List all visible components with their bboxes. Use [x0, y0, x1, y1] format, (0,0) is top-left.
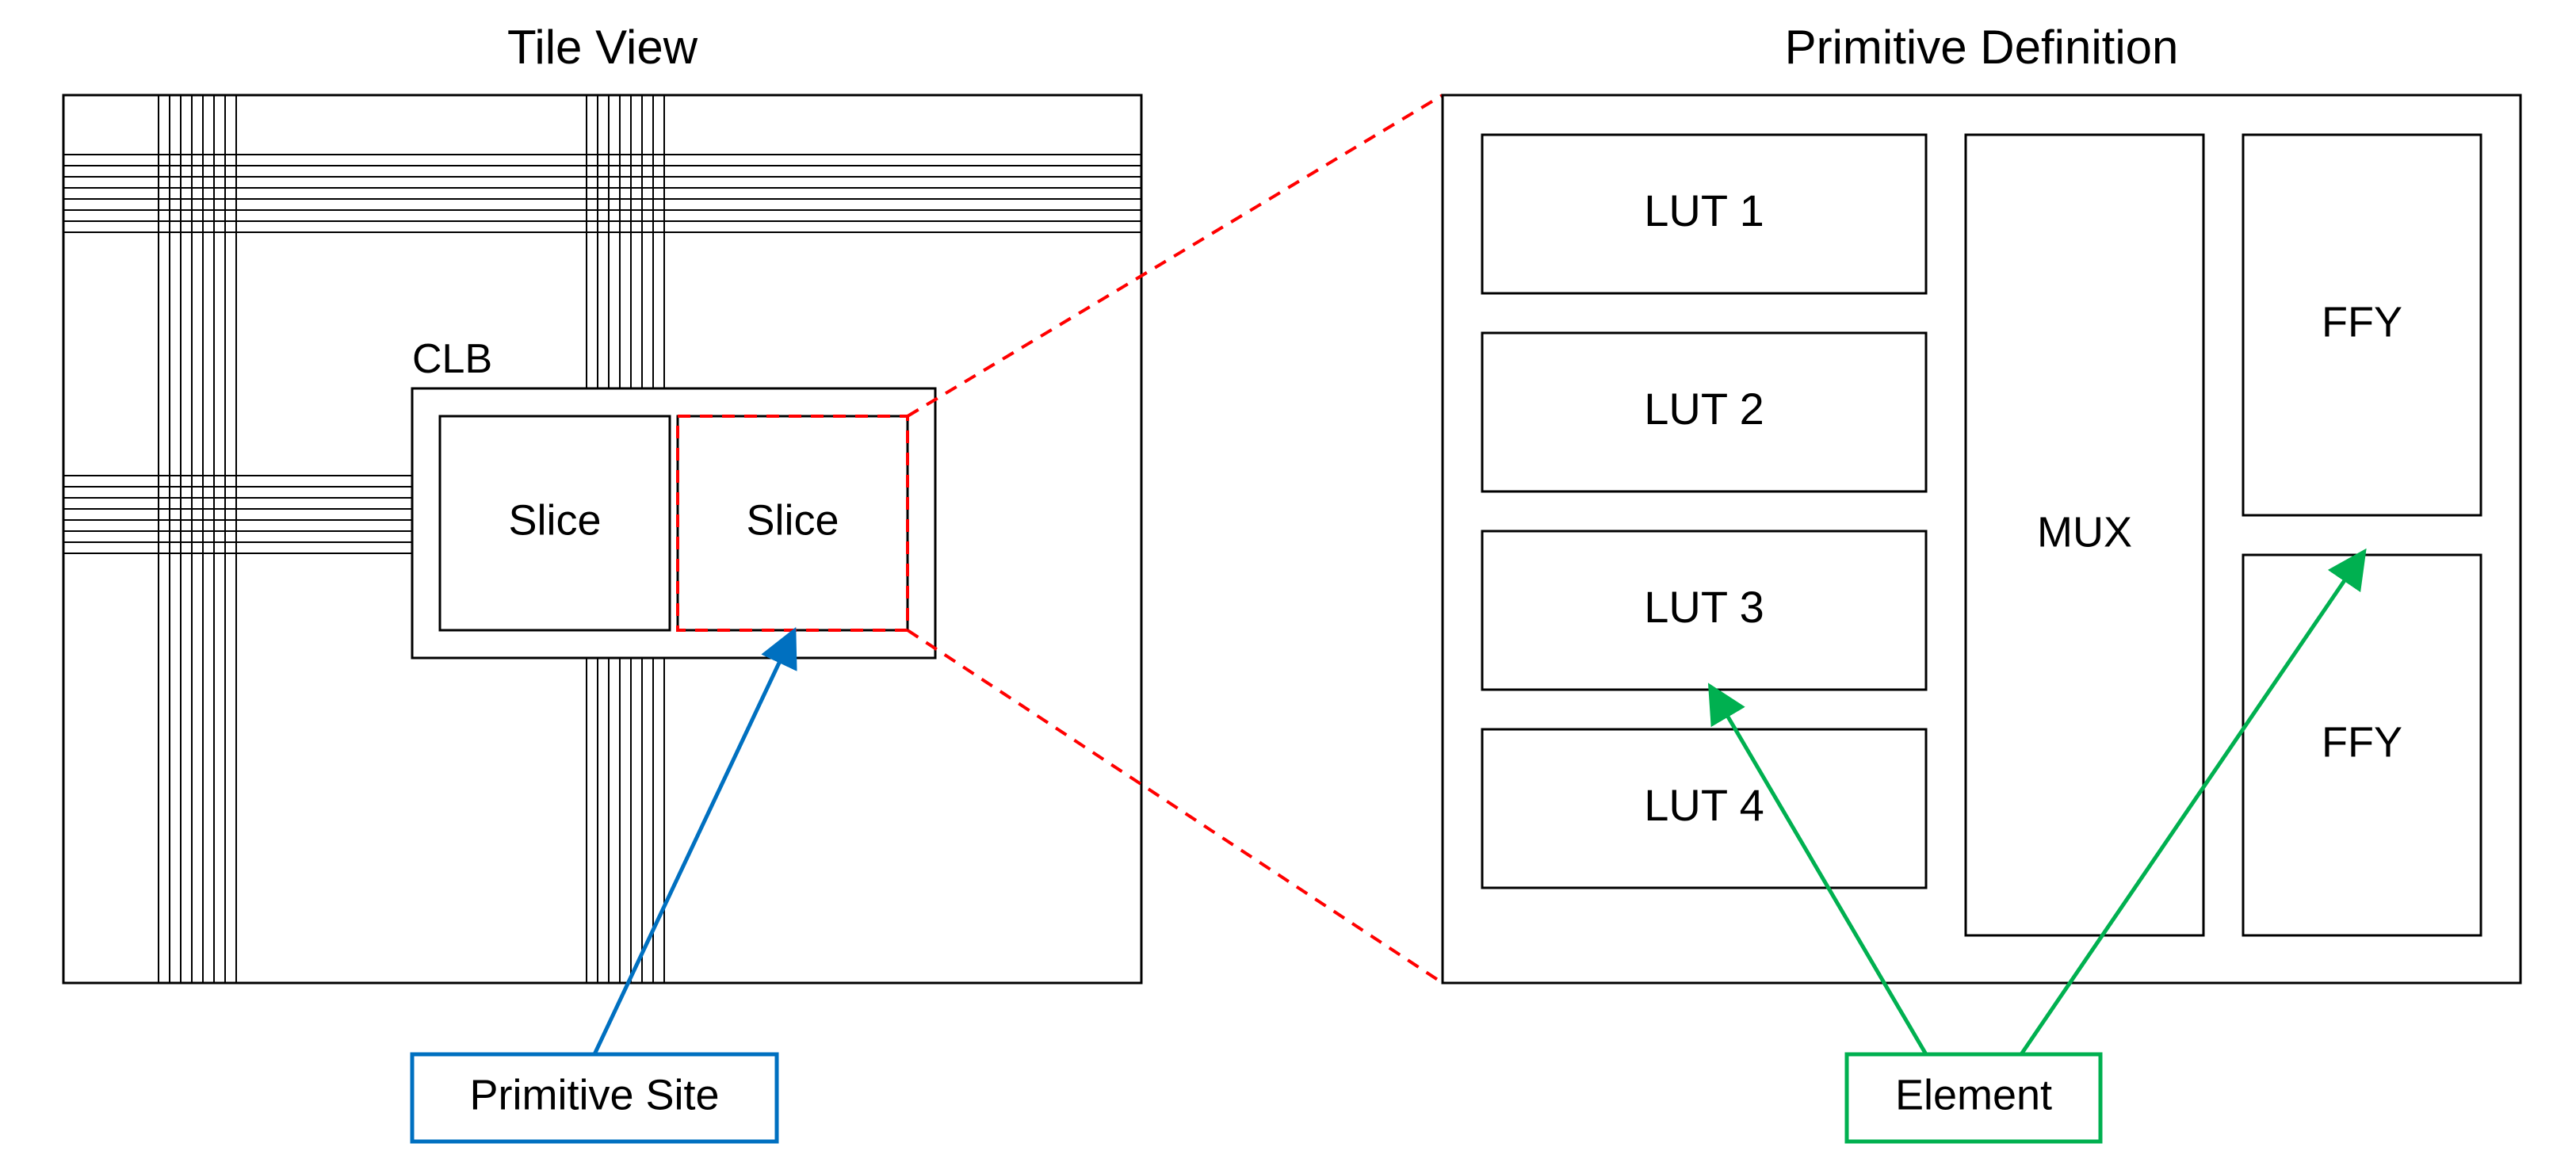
mux-label: MUX: [2037, 508, 2132, 556]
tile-view-panel: CLB Slice Slice: [63, 95, 1141, 983]
lut-label: LUT 2: [1644, 384, 1764, 434]
primitive-definition-panel: LUT 1 LUT 2 LUT 3 LUT 4 MUX FFY FFY: [1443, 95, 2521, 983]
element-arrows: [1712, 555, 2362, 1054]
lut-label: LUT 1: [1644, 185, 1764, 235]
primitive-outer-box: [1443, 95, 2521, 983]
lut-label: LUT 4: [1644, 780, 1764, 830]
title-right: Primitive Definition: [1785, 21, 2179, 74]
slice-right-label: Slice: [746, 496, 839, 544]
primitive-site-callout: Primitive Site: [412, 634, 793, 1141]
clb-label: CLB: [412, 336, 492, 382]
element-label: Element: [1895, 1071, 2052, 1119]
element-callout: Element: [1712, 555, 2362, 1141]
zoom-connector-lines: [908, 95, 1443, 983]
primitive-site-arrow: [594, 634, 793, 1054]
ffy-top-label: FFY: [2322, 298, 2402, 346]
title-left: Tile View: [507, 21, 698, 74]
diagram-canvas: Tile View Primitive Definition CLB Slice…: [0, 0, 2576, 1174]
slice-left-label: Slice: [508, 496, 601, 544]
primitive-site-label: Primitive Site: [469, 1071, 719, 1119]
lut-group: LUT 1 LUT 2 LUT 3 LUT 4: [1482, 135, 1926, 888]
ffy-bottom-label: FFY: [2322, 718, 2402, 766]
lut-label: LUT 3: [1644, 582, 1764, 632]
